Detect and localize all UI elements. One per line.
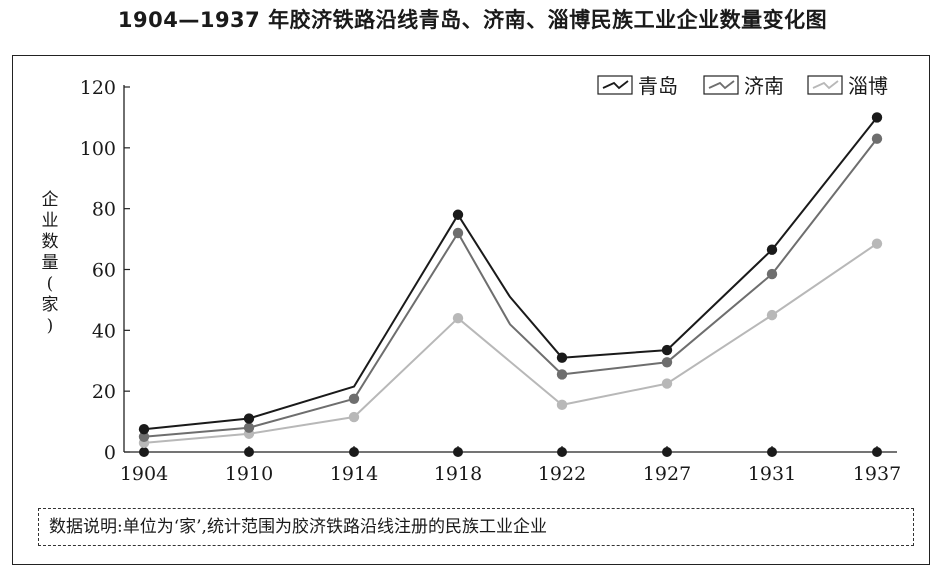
legend-line-icon [812, 80, 839, 90]
y-axis-label-char: ) [46, 316, 54, 336]
data-point-济南 [452, 227, 464, 239]
data-note: 数据说明:单位为‘家’,统计范围为胶济铁路沿线注册的民族工业企业 [38, 508, 914, 546]
y-tick-label: 40 [92, 320, 116, 342]
y-tick-label: 20 [92, 381, 116, 403]
y-tick-label: 120 [80, 77, 116, 99]
y-tick-label: 100 [80, 138, 116, 160]
data-point-青岛 [766, 244, 778, 255]
data-point-淄博 [871, 238, 883, 249]
x-tick-label: 1914 [330, 463, 378, 485]
chart-title: 1904—1937 年胶济铁路沿线青岛、济南、淄博民族工业企业数量变化图 [117, 8, 828, 32]
x-tick-label: 1927 [643, 463, 691, 485]
y-tick-label: 60 [92, 260, 116, 282]
baseline-point [872, 447, 882, 457]
data-point-济南 [871, 133, 883, 144]
chart-frame [12, 55, 930, 565]
data-point-济南 [661, 357, 673, 368]
tick-labels: 0 20 40 60 80 100 120 1904 1910 1914 1918 1922 1927 1… [80, 77, 901, 485]
baseline-point [662, 447, 672, 457]
series-line-青岛 [143, 116, 878, 431]
y-axis-label-char: ( [46, 274, 54, 294]
x-tick-label: 1910 [225, 463, 273, 485]
x-tick-label: 1937 [853, 463, 901, 485]
data-point-青岛 [661, 344, 673, 356]
y-axis-label: 企业数量(家) [38, 190, 62, 337]
baseline-point [139, 447, 149, 457]
y-axis-label-char: 家 [41, 295, 59, 315]
data-point-淄博 [766, 309, 778, 321]
series-lines [138, 112, 883, 449]
baseline-point [453, 447, 463, 457]
x-tick-label: 1918 [434, 463, 482, 485]
baseline-point [767, 447, 777, 457]
data-point-淄博 [556, 399, 568, 411]
legend-line-icon [602, 80, 629, 90]
y-axis-label-char: 数 [41, 232, 59, 252]
y-axis-label-char: 量 [41, 253, 59, 273]
data-point-淄博 [452, 312, 464, 324]
series-line-济南 [143, 138, 878, 438]
baseline-markers [139, 447, 882, 457]
baseline-point [349, 447, 359, 457]
series-line-淄博 [143, 242, 878, 444]
legend-label: 淄博 [848, 74, 888, 98]
data-point-青岛 [556, 352, 568, 363]
y-tick-label: 0 [104, 442, 116, 464]
axes [123, 85, 897, 453]
y-axis-label-char: 企 [41, 190, 59, 210]
data-point-淄博 [348, 411, 360, 423]
baseline-point [244, 447, 254, 457]
x-tick-label: 1904 [120, 463, 168, 485]
x-tick-label: 1931 [748, 463, 796, 485]
data-point-济南 [138, 431, 150, 442]
legend: 青岛 济南 淄博 [597, 74, 888, 98]
data-point-青岛 [243, 413, 255, 424]
baseline-point [557, 447, 567, 457]
legend-label: 济南 [744, 74, 784, 98]
data-point-济南 [348, 393, 360, 404]
x-tick-label: 1922 [538, 463, 586, 485]
y-axis-label-char: 业 [41, 211, 59, 231]
data-point-青岛 [871, 112, 883, 123]
legend-line-icon [708, 80, 735, 90]
data-point-青岛 [452, 209, 464, 220]
data-point-济南 [243, 422, 255, 433]
data-point-济南 [556, 369, 568, 380]
y-tick-label: 80 [92, 199, 116, 221]
legend-label: 青岛 [638, 74, 678, 98]
data-point-青岛 [138, 423, 150, 435]
data-point-淄博 [661, 378, 673, 389]
data-point-济南 [766, 268, 778, 280]
